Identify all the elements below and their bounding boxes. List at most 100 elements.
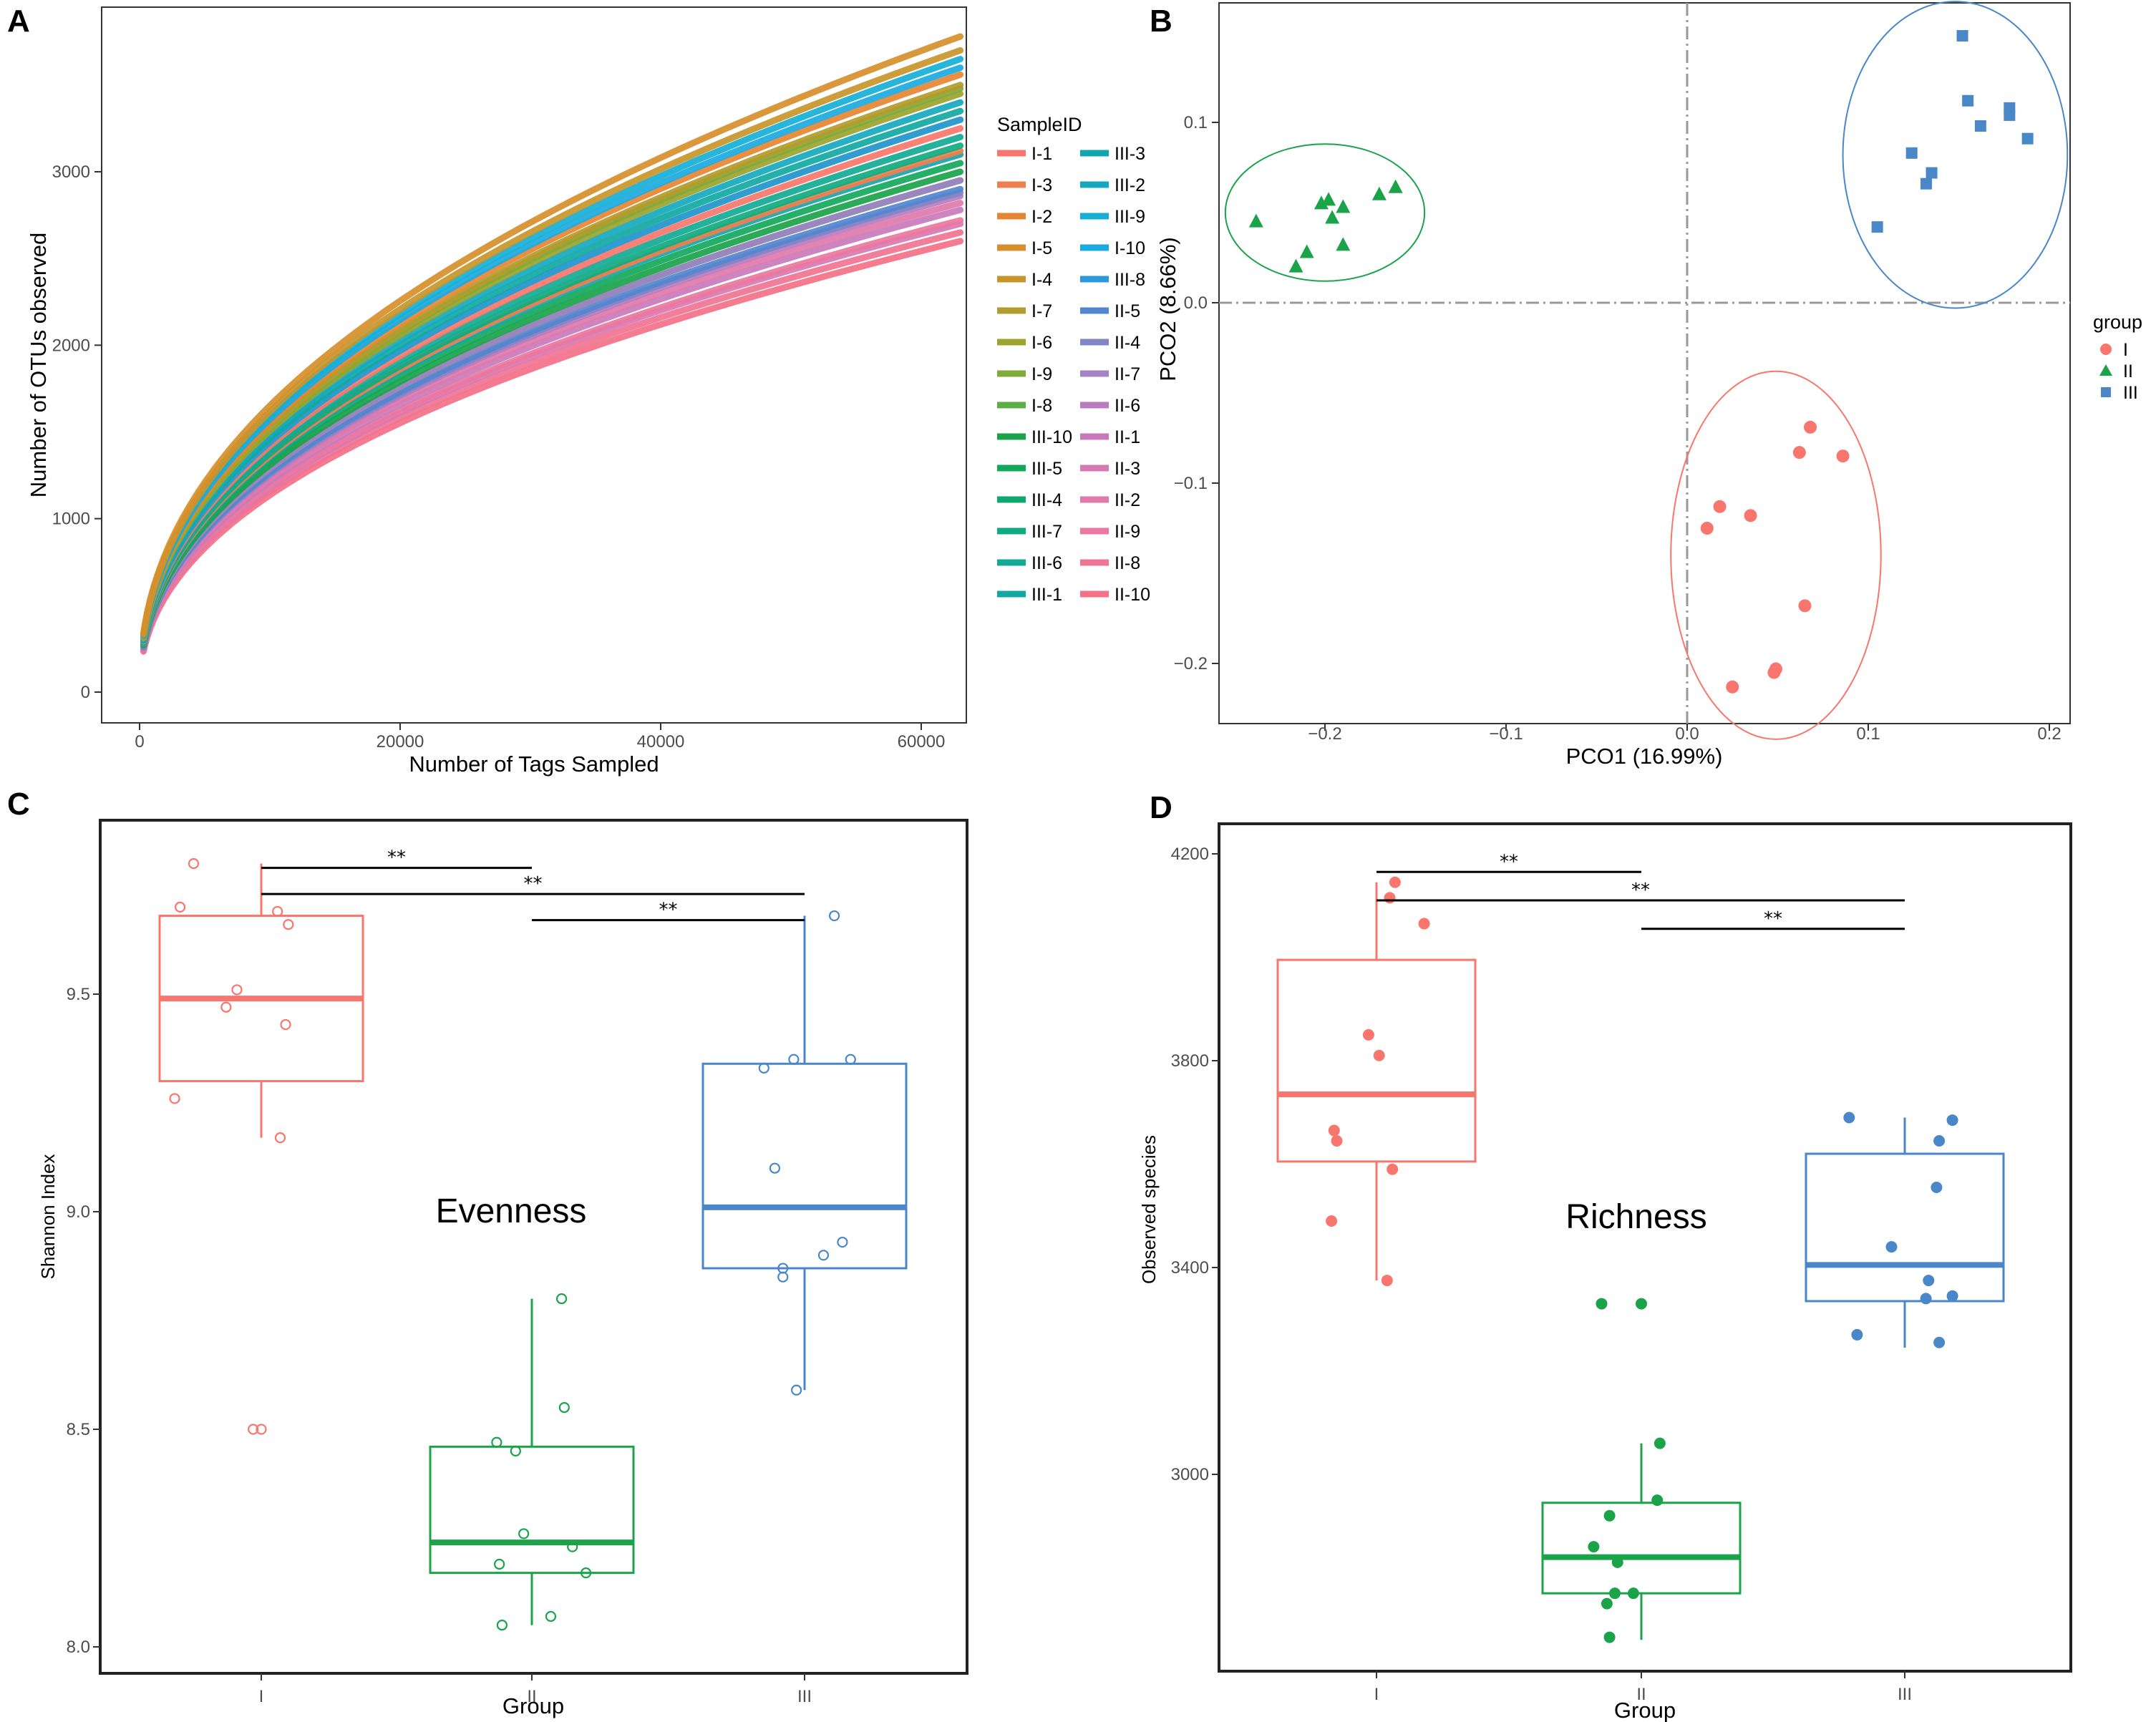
legend-label: III-7: [1031, 522, 1062, 542]
data-point: [1596, 1298, 1608, 1310]
legend-label: III: [2123, 383, 2138, 403]
group-II-point: [1388, 179, 1403, 193]
group-legend-title: group: [2093, 311, 2142, 333]
group-I-point: [1726, 680, 1739, 694]
y-tick-label: 9.0: [67, 1202, 90, 1222]
data-point: [1651, 1494, 1664, 1507]
data-point: [1387, 1163, 1399, 1175]
data-point: [545, 1610, 557, 1623]
shannon-significance: ** ** **: [261, 847, 805, 922]
data-point: [272, 905, 283, 918]
group-III-point: [2004, 109, 2016, 121]
data-point: [518, 1528, 530, 1539]
data-point: [1933, 1134, 1946, 1147]
legend-label: II-8: [1115, 553, 1140, 573]
y-tick-label: 1000: [52, 510, 90, 529]
group-I-point: [1792, 446, 1806, 459]
data-point: [188, 857, 200, 870]
data-point: [558, 1401, 570, 1414]
shannon-points: [169, 857, 856, 1631]
sample-legend-title: SampleID: [997, 114, 1082, 135]
rarefaction-y-axis-title: Number of OTUs observed: [26, 233, 51, 497]
data-point: [1636, 1298, 1647, 1310]
group-III-point: [2021, 132, 2034, 145]
group-II-point: [1321, 192, 1336, 206]
pcoa-points: [1248, 30, 2034, 694]
group-ellipses: [1224, 1, 2069, 740]
pcoa-plot-border: [1218, 2, 2071, 724]
data-point: [1920, 1293, 1932, 1305]
data-point: [256, 1424, 267, 1435]
legend-label: I-8: [1031, 396, 1052, 416]
shannon-panel: C ****** 8.08.59.09.5I II III Evenness Gro…: [7, 787, 968, 1718]
legend-label: I-10: [1115, 238, 1145, 258]
group-I-ellipse: [1670, 370, 1882, 740]
x-tick-label: 20000: [377, 732, 424, 751]
y-tick-label: 3400: [1171, 1258, 1209, 1278]
legend-label: II-6: [1115, 396, 1140, 416]
x-tick-label: III: [1898, 1685, 1912, 1704]
richness-boxplots: [1276, 882, 2005, 1640]
x-tick-label: −0.2: [1308, 724, 1341, 744]
data-point: [1331, 1134, 1343, 1147]
legend-key: [2101, 387, 2111, 397]
rarefaction-curve: [140, 33, 964, 636]
legend-label: I-4: [1031, 270, 1052, 290]
y-tick-label: −0.1: [1174, 474, 1208, 493]
data-point: [769, 1162, 781, 1174]
data-point: [220, 1001, 232, 1013]
box: [1276, 958, 1477, 1163]
richness-significance: ** ** **: [1376, 851, 1905, 930]
y-tick-label: 8.5: [67, 1420, 90, 1439]
data-point: [1601, 1597, 1613, 1610]
panel-letter-c: C: [7, 787, 30, 822]
legend-label: II-4: [1115, 333, 1140, 353]
rarefaction-panel: A 0 20000 40000 60000 0 1000 2000 3000 Number o…: [7, 4, 1150, 777]
legend-label: I-3: [1031, 175, 1052, 195]
data-point: [280, 1018, 291, 1031]
x-tick-label: I: [1374, 1685, 1379, 1704]
data-point: [274, 1132, 286, 1144]
legend-label: II: [2123, 361, 2133, 381]
legend-label: III-1: [1031, 585, 1062, 605]
legend-label: II-1: [1115, 427, 1140, 447]
legend-label: III-9: [1115, 207, 1145, 227]
data-point: [828, 910, 840, 922]
significance-label: **: [659, 900, 678, 921]
legend-label: I-6: [1031, 333, 1052, 353]
x-tick-label: 0.2: [2037, 724, 2061, 744]
group-I-point: [1713, 500, 1727, 513]
legend-label: II-3: [1115, 459, 1140, 479]
x-tick-label: 0.0: [1675, 724, 1699, 744]
legend-label: III-8: [1115, 270, 1145, 290]
data-point: [1384, 892, 1396, 904]
evenness-label: Evenness: [436, 1192, 587, 1230]
group-I-point: [1836, 449, 1850, 463]
data-point: [231, 984, 243, 996]
data-point: [1933, 1336, 1946, 1348]
box: [1541, 1502, 1742, 1595]
data-point: [1946, 1114, 1958, 1127]
legend-label: II-5: [1115, 301, 1140, 321]
group-I-point: [1798, 599, 1812, 613]
pcoa-y-axis-title: PCO2 (8.66%): [1155, 237, 1180, 381]
data-point: [1588, 1541, 1600, 1553]
x-tick-label: II: [1636, 1685, 1646, 1704]
data-point: [1627, 1587, 1639, 1600]
rarefaction-curves: [140, 33, 964, 655]
legend-label: II-2: [1115, 490, 1140, 510]
data-point: [1603, 1509, 1616, 1522]
group-III-point: [1920, 177, 1932, 190]
data-point: [1609, 1587, 1621, 1600]
y-tick-label: 8.0: [67, 1638, 90, 1657]
group-II-point: [1336, 237, 1351, 251]
x-tick-label: 0: [135, 732, 144, 751]
shannon-boxplots: [158, 863, 908, 1625]
legend-label: III-5: [1031, 459, 1062, 479]
pcoa-x-axis-title: PCO1 (16.99%): [1566, 744, 1723, 769]
data-point: [1603, 1631, 1616, 1643]
rarefaction-plot-border: [101, 6, 967, 724]
y-tick-label: 0.0: [1184, 293, 1208, 313]
legend-label: II-10: [1115, 585, 1150, 605]
